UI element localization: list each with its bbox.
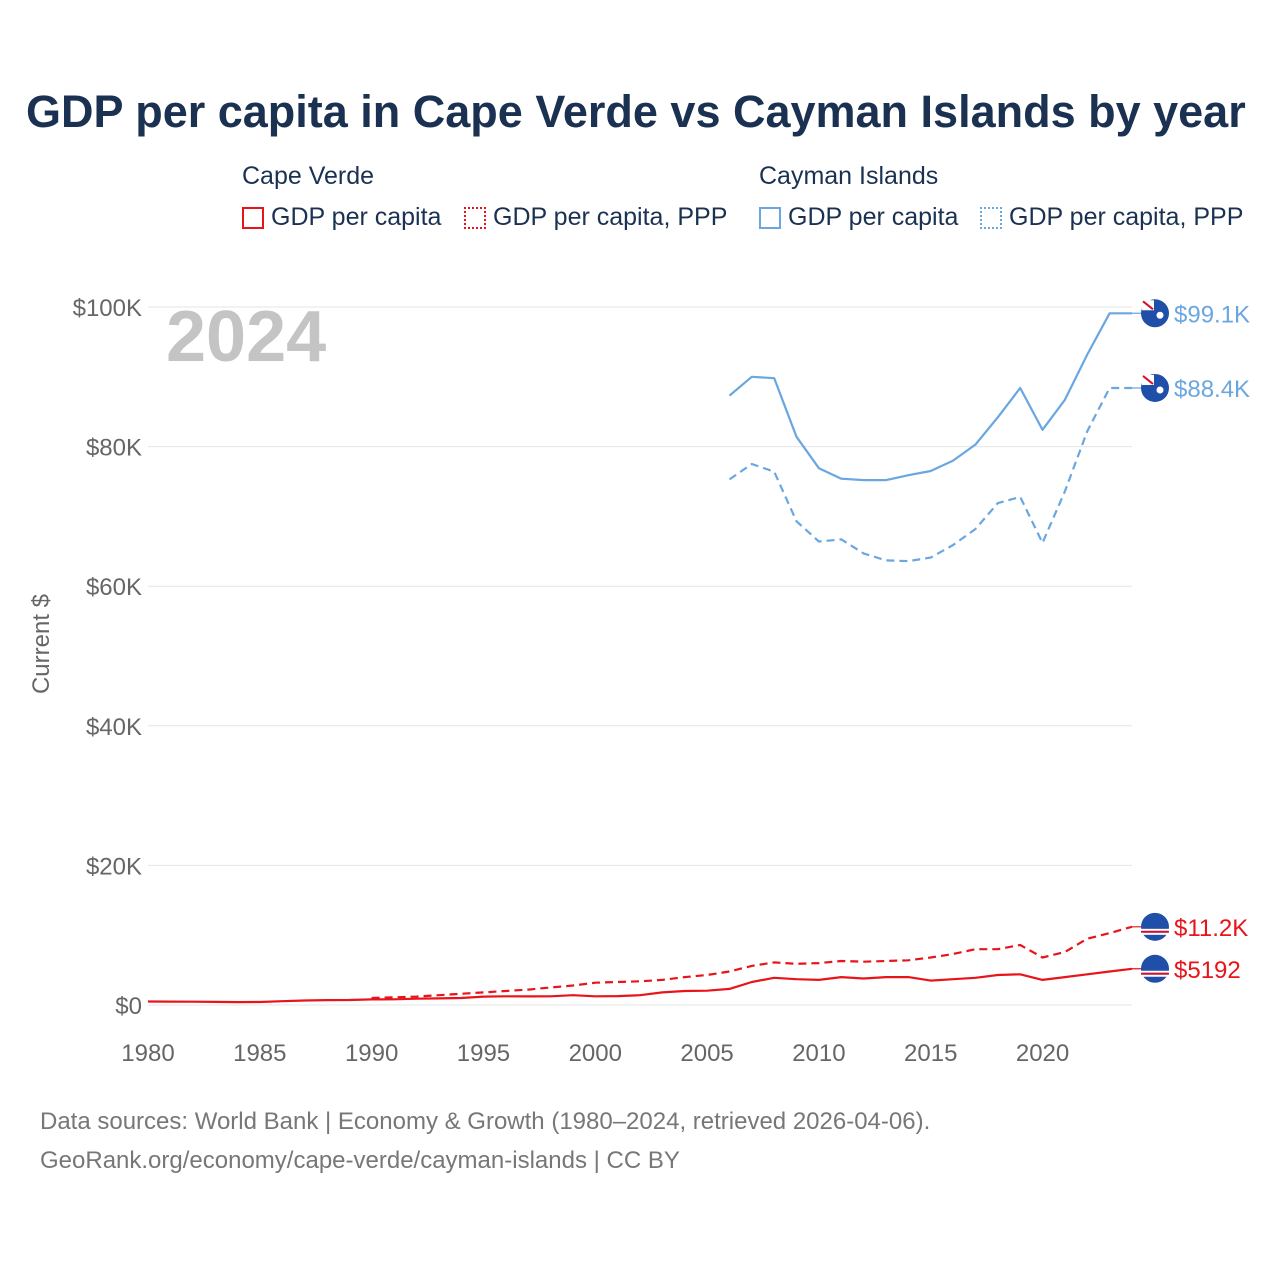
flag-stripe	[1141, 930, 1169, 933]
legend-item-cayman-ppp[interactable]: GDP per capita, PPP	[980, 203, 1243, 232]
y-axis-label: Current $	[28, 593, 55, 695]
flag-crest	[1156, 311, 1164, 319]
legend-label: GDP per capita	[271, 203, 442, 231]
flag-cross	[1142, 300, 1154, 311]
legend-swatch-dotted	[464, 206, 486, 229]
x-tick-label: 1990	[345, 1040, 398, 1067]
flag-stripe	[1141, 932, 1169, 935]
flag-cross	[1142, 375, 1154, 385]
flag-stripe	[1141, 974, 1169, 977]
x-tick-label: 1995	[457, 1040, 510, 1067]
footer-sources: Data sources: World Bank | Economy & Gro…	[40, 1108, 931, 1135]
y-tick-label: $80K	[86, 435, 142, 462]
legend-item-cape-verde-gdp[interactable]: GDP per capita	[242, 203, 441, 232]
y-tick-label: $40K	[86, 714, 142, 741]
x-tick-label: 2000	[569, 1040, 622, 1067]
x-tick-label: 2020	[1016, 1040, 1069, 1067]
x-tick-label: 2005	[680, 1040, 733, 1067]
legend-swatch-dotted	[980, 206, 1002, 229]
legend-country-cayman-islands: Cayman Islands	[759, 162, 939, 190]
flag-cape-verde-icon	[1141, 912, 1169, 941]
flag-stripe	[1141, 970, 1169, 973]
flag-cape-verde-icon	[1141, 954, 1169, 983]
x-tick-label: 2010	[792, 1040, 845, 1067]
y-tick-label: $0	[115, 993, 142, 1020]
x-tick-label: 1985	[233, 1040, 286, 1067]
flag-stripe	[1141, 972, 1169, 975]
y-tick-label: $100K	[73, 295, 142, 322]
x-tick-label: 2015	[904, 1040, 957, 1067]
y-tick-label: $60K	[86, 574, 142, 601]
series-line[interactable]	[728, 312, 1133, 482]
y-tick-label: $20K	[86, 853, 142, 880]
series-line[interactable]	[371, 925, 1133, 1000]
end-value-label: $88.4K	[1174, 376, 1250, 403]
flag-crest	[1156, 386, 1164, 394]
chart-title: GDP per capita in Cape Verde vs Cayman I…	[26, 86, 1246, 137]
legend-label: GDP per capita, PPP	[493, 203, 728, 231]
legend-item-cayman-gdp[interactable]: GDP per capita	[759, 203, 958, 232]
legend-swatch-solid	[242, 206, 264, 229]
legend-swatch-solid	[759, 206, 781, 229]
flag-stripe	[1141, 928, 1169, 931]
legend-label: GDP per capita, PPP	[1009, 203, 1244, 231]
end-value-label: $99.1K	[1174, 301, 1250, 328]
legend-country-cape-verde: Cape Verde	[242, 162, 375, 190]
series-line[interactable]	[147, 967, 1133, 1004]
legend-label: GDP per capita	[788, 203, 959, 231]
year-watermark: 2024	[166, 297, 327, 377]
series-line[interactable]	[728, 386, 1133, 563]
end-value-label: $5192	[1174, 957, 1241, 984]
footer-attribution: GeoRank.org/economy/cape-verde/cayman-is…	[40, 1147, 680, 1174]
legend-item-cape-verde-ppp[interactable]: GDP per capita, PPP	[464, 203, 727, 232]
x-tick-label: 1980	[121, 1040, 174, 1067]
end-value-label: $11.2K	[1174, 915, 1248, 942]
